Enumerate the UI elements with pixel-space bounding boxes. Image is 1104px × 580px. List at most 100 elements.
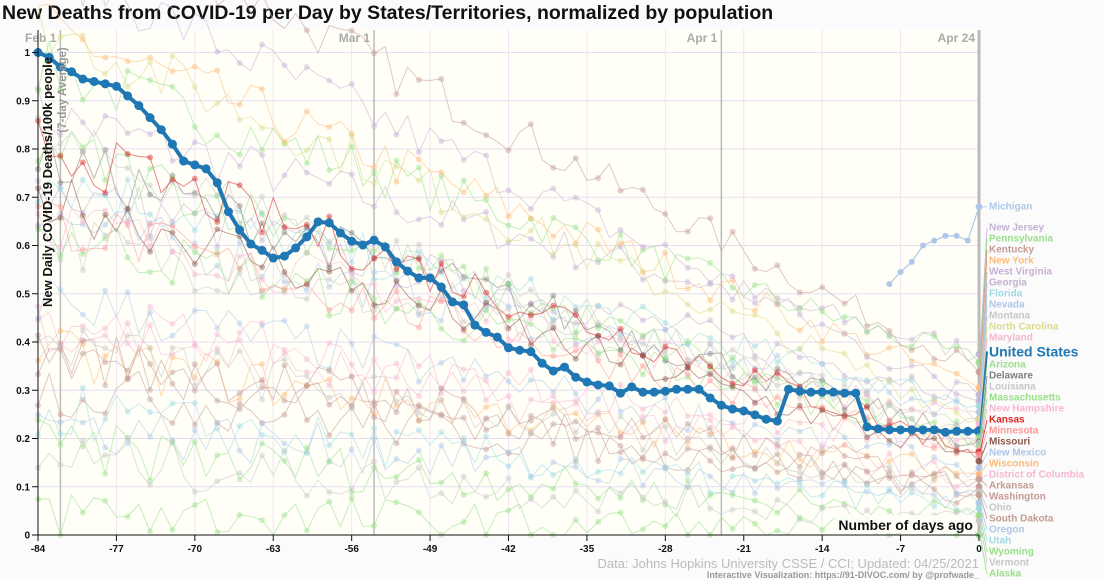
state-point <box>550 323 557 330</box>
state-point <box>751 365 758 372</box>
state-point <box>527 366 534 373</box>
state-point <box>281 356 288 363</box>
state-point <box>617 470 624 477</box>
state-point <box>863 328 870 335</box>
us-point <box>111 81 121 91</box>
state-point <box>751 374 758 381</box>
state-point <box>102 497 109 504</box>
x-tick-label: -63 <box>266 544 281 555</box>
state-point <box>707 377 714 384</box>
state-point <box>527 412 534 419</box>
state-point <box>214 132 221 139</box>
state-point <box>953 448 960 455</box>
state-point <box>102 207 109 214</box>
state-point <box>751 490 758 497</box>
state-point <box>841 502 848 509</box>
series-end-label: New York <box>989 256 1034 267</box>
state-point <box>595 424 602 431</box>
state-point <box>415 156 422 163</box>
state-point <box>796 289 803 296</box>
state-point <box>79 323 86 330</box>
state-point <box>393 163 400 170</box>
state-point <box>550 493 557 500</box>
state-point <box>326 136 333 143</box>
state-point <box>908 395 915 402</box>
state-point <box>819 505 826 512</box>
state-point <box>662 357 669 364</box>
state-point <box>796 514 803 521</box>
us-point <box>67 67 77 77</box>
state-point <box>550 253 557 260</box>
state-point <box>348 270 355 277</box>
x-tick-label: -7 <box>896 544 905 555</box>
state-point <box>124 434 131 441</box>
state-point <box>124 150 131 157</box>
state-point <box>102 332 109 339</box>
state-point <box>550 401 557 408</box>
state-point <box>886 332 893 339</box>
state-point <box>214 48 221 55</box>
state-point <box>908 377 915 384</box>
state-point <box>527 227 534 234</box>
state-point <box>863 391 870 398</box>
state-point <box>124 340 131 347</box>
us-point <box>784 384 794 394</box>
state-line <box>37 120 980 453</box>
state-point <box>169 234 176 241</box>
state-point <box>79 218 86 225</box>
state-point <box>348 229 355 236</box>
state-point <box>819 421 826 428</box>
state-point <box>729 273 736 280</box>
state-point <box>102 148 109 155</box>
state-point <box>617 490 624 497</box>
y-tick-label: 0.3 <box>16 386 30 397</box>
state-point <box>348 489 355 496</box>
state-point <box>819 407 826 414</box>
state-point <box>617 495 624 502</box>
state-point <box>841 373 848 380</box>
us-point <box>705 393 715 403</box>
state-point <box>147 361 154 368</box>
state-point <box>505 475 512 482</box>
state-point <box>348 80 355 87</box>
state-point <box>796 402 803 409</box>
state-point <box>684 466 691 473</box>
state-point <box>550 346 557 353</box>
state-point <box>147 232 154 239</box>
state-point <box>259 287 266 294</box>
state-point <box>505 378 512 385</box>
state-point <box>57 152 64 159</box>
state-point <box>169 320 176 327</box>
state-point <box>460 275 467 282</box>
state-point <box>415 312 422 319</box>
state-point <box>124 222 131 229</box>
state-point <box>505 317 512 324</box>
state-point <box>819 380 826 387</box>
us-point <box>896 425 906 435</box>
label-leader-line <box>979 419 988 453</box>
series-end-point <box>975 504 983 512</box>
state-point <box>169 280 176 287</box>
state-point <box>57 411 64 418</box>
state-point <box>438 222 445 229</box>
state-point <box>796 475 803 482</box>
state-point <box>550 388 557 395</box>
state-point <box>371 281 378 288</box>
state-point <box>953 492 960 499</box>
state-point <box>617 317 624 324</box>
y-tick-label: 0.8 <box>16 145 30 156</box>
state-point <box>595 349 602 356</box>
state-point <box>236 390 243 397</box>
state-point <box>774 393 781 400</box>
state-point <box>617 449 624 456</box>
state-point <box>415 402 422 409</box>
state-point <box>348 143 355 150</box>
axes: 00.10.20.30.40.50.60.70.80.91-84 -77 -70 -6… <box>16 30 982 555</box>
x-tick-label: -70 <box>188 544 203 555</box>
state-point <box>886 398 893 405</box>
state-point <box>639 469 646 476</box>
state-point <box>214 397 221 404</box>
us-point <box>156 125 166 135</box>
state-point <box>326 238 333 245</box>
